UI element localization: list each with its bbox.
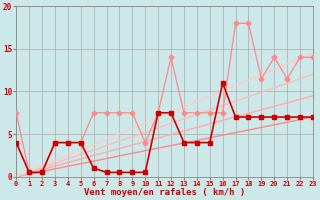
X-axis label: Vent moyen/en rafales ( km/h ): Vent moyen/en rafales ( km/h ) bbox=[84, 188, 245, 197]
